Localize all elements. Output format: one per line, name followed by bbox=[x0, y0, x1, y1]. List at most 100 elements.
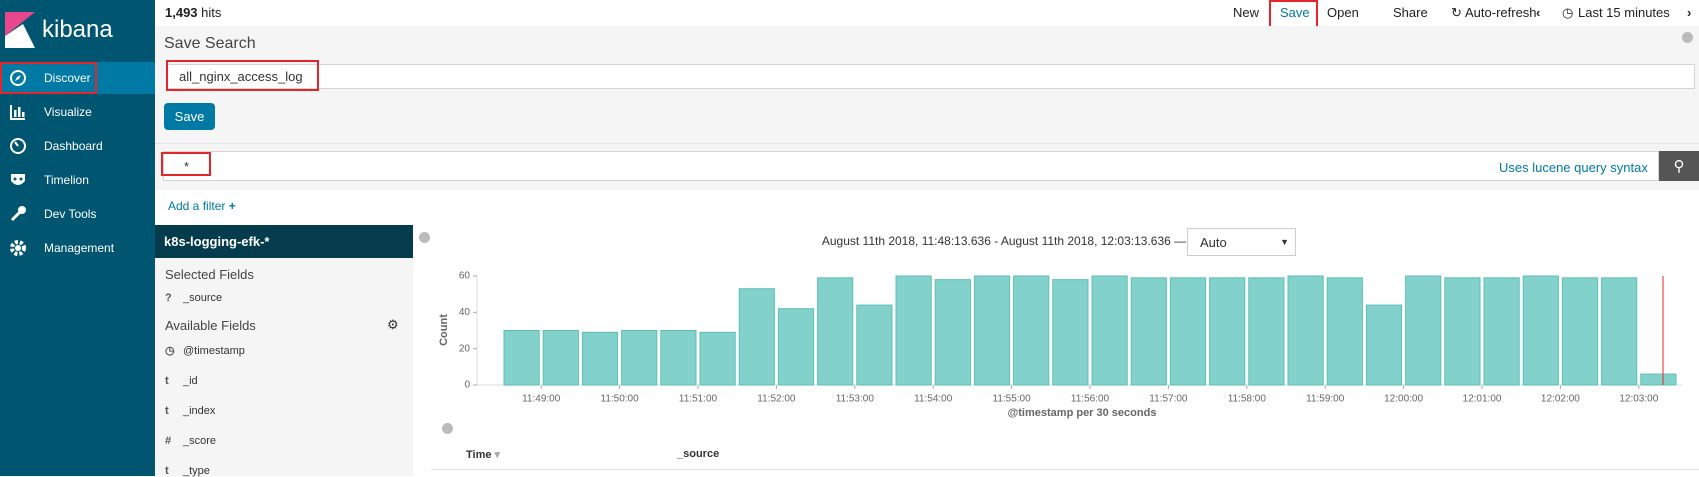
field-name: _type bbox=[183, 465, 210, 477]
top-link[interactable]: Auto-refresh bbox=[1465, 5, 1537, 20]
nav-label: Dashboard bbox=[44, 139, 103, 153]
y-axis-label: Count bbox=[438, 314, 450, 346]
nav-item[interactable]: Discover bbox=[0, 62, 155, 94]
field-type: t bbox=[165, 465, 169, 477]
bar bbox=[503, 330, 540, 386]
y-tick-label: 0 bbox=[464, 380, 470, 391]
x-tick-label: 12:02:00 bbox=[1541, 394, 1580, 405]
field-name: @timestamp bbox=[183, 345, 245, 357]
field-type-icon: ◷ bbox=[165, 345, 175, 357]
add-filter-label: Add a filter bbox=[168, 199, 226, 213]
highlight bbox=[0, 62, 97, 94]
nav-item[interactable]: Timelion bbox=[0, 164, 155, 196]
field[interactable]: ◷ @timestamp bbox=[165, 344, 245, 357]
field-type: t bbox=[165, 405, 169, 417]
nav-item[interactable]: Dev Tools bbox=[0, 198, 155, 230]
icon bbox=[10, 70, 26, 86]
next-arrow[interactable]: › bbox=[1687, 5, 1692, 20]
highlight bbox=[161, 152, 211, 176]
section-title: Selected Fields bbox=[165, 267, 254, 282]
bar bbox=[934, 279, 971, 386]
icon bbox=[10, 240, 26, 256]
name-input[interactable]: all_nginx_access_log bbox=[166, 64, 1695, 89]
gear-icon[interactable]: ⚙ bbox=[387, 317, 399, 332]
bar bbox=[1169, 277, 1207, 386]
top-link[interactable]: Last 15 minutes bbox=[1578, 5, 1670, 20]
prev-arrow[interactable]: ‹ bbox=[1536, 5, 1541, 20]
add-filter[interactable]: Add a filter + bbox=[168, 199, 236, 213]
x-tick-label: 12:01:00 bbox=[1463, 394, 1502, 405]
nav-label: Visualize bbox=[44, 105, 92, 119]
x-tick-label: 11:54:00 bbox=[914, 394, 953, 405]
field[interactable]: ? _source bbox=[165, 292, 222, 304]
nav-label: Management bbox=[44, 241, 115, 255]
bar bbox=[1405, 275, 1442, 386]
top-link[interactable]: New bbox=[1233, 5, 1260, 20]
collapse-icon[interactable] bbox=[1682, 32, 1693, 43]
x-axis-label: @timestamp per 30 seconds bbox=[1008, 407, 1157, 419]
logo-text: kibana bbox=[42, 16, 113, 43]
clock-icon: ◷ bbox=[1562, 5, 1574, 20]
collapse-icon[interactable] bbox=[419, 232, 430, 243]
field-type: # bbox=[165, 435, 172, 447]
bar bbox=[973, 275, 1011, 386]
bar bbox=[542, 330, 579, 386]
x-tick-label: 11:55:00 bbox=[993, 394, 1032, 405]
query-text: * bbox=[184, 158, 190, 174]
interval-select[interactable]: Auto ▼ bbox=[1187, 228, 1296, 256]
table-rule bbox=[431, 469, 1699, 470]
field-type: ? bbox=[165, 292, 172, 304]
query-hint[interactable]: Uses lucene query syntax bbox=[1499, 160, 1648, 175]
field[interactable]: t _type bbox=[165, 465, 210, 477]
query-bar: * Uses lucene query syntax ⚲ bbox=[155, 143, 1699, 190]
query-input[interactable]: * bbox=[163, 151, 1659, 181]
bar bbox=[699, 331, 736, 386]
nav-item[interactable]: Dashboard bbox=[0, 130, 155, 162]
bar bbox=[660, 330, 697, 386]
icon bbox=[10, 138, 26, 154]
bar bbox=[1287, 275, 1324, 386]
x-tick-label: 11:52:00 bbox=[757, 394, 796, 405]
top-link[interactable]: Save bbox=[1280, 5, 1310, 20]
panel-title: Save Search bbox=[164, 35, 256, 52]
column-label: Time bbox=[466, 449, 492, 461]
field-name: _id bbox=[183, 375, 198, 387]
bar bbox=[1013, 275, 1050, 386]
x-tick-label: 11:51:00 bbox=[679, 394, 718, 405]
section-title: Available Fields bbox=[165, 318, 256, 333]
save-button[interactable]: Save bbox=[164, 103, 215, 130]
bar bbox=[1444, 277, 1481, 386]
field[interactable]: t _index bbox=[165, 405, 215, 417]
top-link[interactable]: Open bbox=[1327, 5, 1359, 20]
nav-item[interactable]: Management bbox=[0, 232, 155, 264]
bar bbox=[1130, 277, 1167, 386]
icon bbox=[10, 105, 25, 120]
bar bbox=[738, 288, 775, 386]
bar bbox=[621, 330, 658, 386]
column-header[interactable]: Time ▾ bbox=[466, 449, 501, 461]
field-name: _source bbox=[183, 292, 223, 304]
top-link[interactable]: Share bbox=[1393, 5, 1428, 20]
nav-item[interactable]: Visualize bbox=[0, 96, 155, 128]
top-link-icon: ↻ bbox=[1451, 5, 1462, 20]
field[interactable]: # _score bbox=[165, 435, 216, 447]
nav-label: Timelion bbox=[44, 173, 89, 187]
bar bbox=[817, 277, 854, 386]
index-pattern[interactable]: k8s-logging-efk-* bbox=[155, 225, 413, 258]
field-panel: k8s-logging-efk-* Selected Fields ? _sour… bbox=[155, 225, 413, 477]
sidebar: kibana Discover Visualize Dashboard Time… bbox=[0, 0, 155, 476]
top-bar: 1,493 hits New Save Open Share ↻ Auto-re… bbox=[155, 0, 1699, 28]
y-tick-label: 60 bbox=[459, 271, 471, 282]
x-tick-label: 12:00:00 bbox=[1384, 394, 1423, 405]
search-button[interactable]: ⚲ bbox=[1659, 151, 1699, 181]
x-tick-label: 11:57:00 bbox=[1149, 394, 1188, 405]
x-tick-label: 11:59:00 bbox=[1306, 394, 1345, 405]
field-name: _index bbox=[183, 405, 216, 417]
hits-count: 1,493 bbox=[165, 5, 198, 20]
nav-label: Discover bbox=[44, 71, 91, 85]
field[interactable]: t _id bbox=[165, 375, 198, 387]
x-tick-label: 11:53:00 bbox=[836, 394, 875, 405]
bar bbox=[1091, 275, 1128, 386]
collapse-icon[interactable] bbox=[442, 423, 453, 434]
